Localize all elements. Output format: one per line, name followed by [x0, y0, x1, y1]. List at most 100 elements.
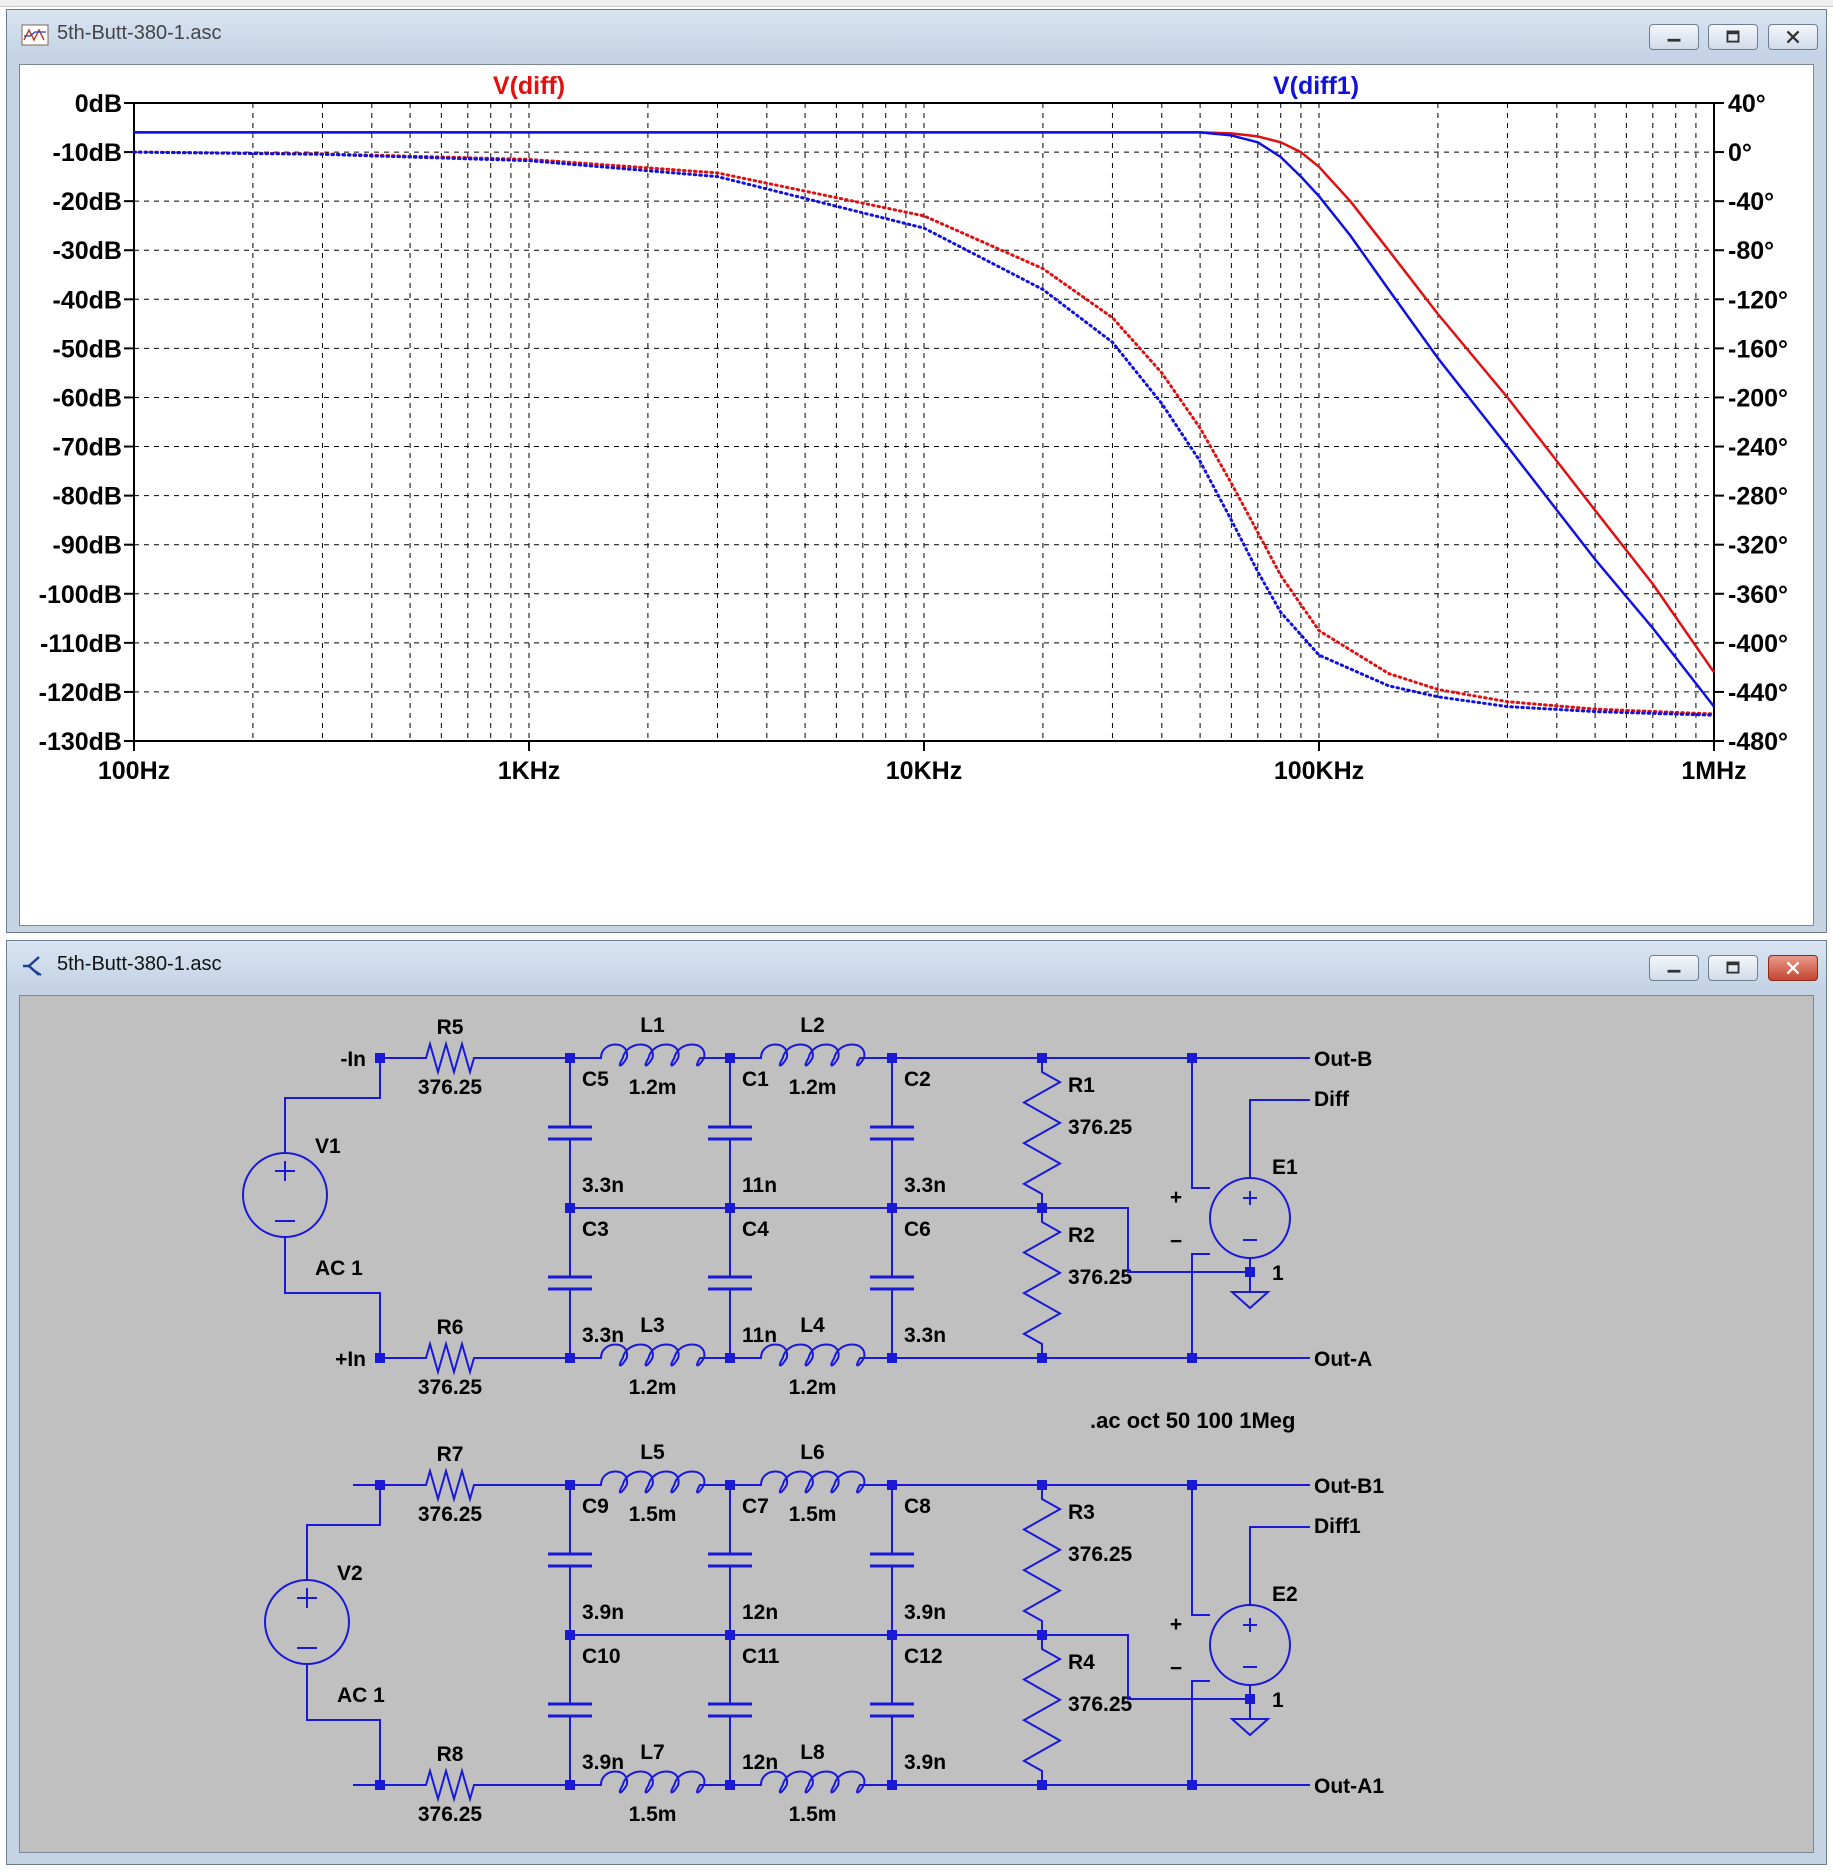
junction-dot[interactable]	[565, 1480, 575, 1490]
junction-dot[interactable]	[1037, 1053, 1047, 1063]
junction-dot[interactable]	[1245, 1694, 1255, 1704]
resistor-r3[interactable]: R3 376.25	[1021, 1485, 1133, 1635]
junction-dot[interactable]	[887, 1630, 897, 1640]
junction-dot[interactable]	[565, 1203, 575, 1213]
schematic-pane[interactable]: V1 AC 1 R5 376.25 R6 376.25 L1 1.2m L2 1.2m L3 1.2m…	[19, 995, 1814, 1853]
junction-dot[interactable]	[887, 1203, 897, 1213]
plot-pane[interactable]: 0dB -10dB -20dB -30dB -40dB -50dB -60dB -70dB -8…	[19, 64, 1814, 926]
minimize-button[interactable]	[1649, 955, 1699, 981]
resistor-r8[interactable]: R8 376.25	[410, 1743, 490, 1826]
capacitor-c11[interactable]: C11 12n	[708, 1635, 780, 1785]
capacitor-c12[interactable]: C12 3.9n	[870, 1635, 946, 1785]
filter-circuit-lower[interactable]: V2 AC 1 R7 376.25 R8 376.25 L5 1.5m L6 1.5m L7 1.5m…	[264, 1441, 1384, 1826]
capacitor-c5[interactable]: C5 3.3n	[548, 1058, 624, 1208]
inductor-coil	[755, 1470, 870, 1494]
net-label-out-b: Out-B	[1314, 1048, 1372, 1071]
schematic-canvas[interactable]: V1 AC 1 R5 376.25 R6 376.25 L1 1.2m L2 1.2m L3 1.2m…	[20, 996, 1813, 1852]
trace-label-vdiff[interactable]: V(diff)	[493, 72, 565, 100]
capacitor-c4[interactable]: C4 11n	[708, 1208, 777, 1358]
capacitor-c10[interactable]: C10 3.9n	[548, 1635, 624, 1785]
inductor-l6[interactable]: L6 1.5m	[755, 1441, 870, 1526]
component-value: 1.2m	[789, 1076, 837, 1099]
junction-dot[interactable]	[375, 1053, 385, 1063]
inductor-coil	[595, 1470, 710, 1494]
minus-terminal-label: −	[1170, 1230, 1182, 1253]
junction-dot[interactable]	[1187, 1053, 1197, 1063]
inductor-l7[interactable]: L7 1.5m	[595, 1741, 710, 1826]
plot-ticks: 0dB -10dB -20dB -30dB -40dB -50dB -60dB -70dB -8…	[39, 90, 1788, 785]
junction-dot[interactable]	[887, 1353, 897, 1363]
capacitor-c3[interactable]: C3 3.3n	[548, 1208, 624, 1358]
schematic-editor-window[interactable]: 5th-Butt-380-1.asc V1 AC 1 R5 376.25 R6 376.2…	[6, 940, 1827, 1865]
junction-dot[interactable]	[725, 1780, 735, 1790]
capacitor-c9[interactable]: C9 3.9n	[548, 1485, 624, 1635]
filter-circuit-upper[interactable]: V1 AC 1 R5 376.25 R6 376.25 L1 1.2m L2 1.2m L3 1.2m…	[242, 1014, 1372, 1399]
junction-dot[interactable]	[375, 1353, 385, 1363]
junction-dot[interactable]	[725, 1203, 735, 1213]
spice-directive[interactable]: .ac oct 50 100 1Meg	[1090, 1408, 1295, 1433]
inductor-l3[interactable]: L3 1.2m	[595, 1314, 710, 1399]
right-axis-tick-label: -400°	[1728, 630, 1788, 658]
junction-dot[interactable]	[887, 1780, 897, 1790]
junction-dot[interactable]	[1245, 1267, 1255, 1277]
junction-dot[interactable]	[725, 1630, 735, 1640]
junction-dot[interactable]	[725, 1480, 735, 1490]
component-value: 11n	[742, 1174, 777, 1197]
maximize-button[interactable]	[1708, 24, 1758, 50]
junction-dot[interactable]	[375, 1480, 385, 1490]
voltage-source-v1[interactable]: V1 AC 1	[242, 1135, 363, 1280]
left-axis-tick-label: -110dB	[40, 630, 122, 658]
inductor-l2[interactable]: L2 1.2m	[755, 1014, 870, 1099]
resistor-zigzag	[410, 1040, 490, 1076]
junction-dot[interactable]	[1037, 1353, 1047, 1363]
close-button[interactable]	[1768, 955, 1818, 981]
wire	[1249, 1526, 1310, 1605]
junction-dot[interactable]	[725, 1053, 735, 1063]
junction-dot[interactable]	[725, 1353, 735, 1363]
plus-icon	[1243, 1618, 1257, 1632]
resistor-r2[interactable]: R2 376.25	[1021, 1208, 1133, 1358]
junction-dot[interactable]	[565, 1630, 575, 1640]
junction-dot[interactable]	[1037, 1203, 1047, 1213]
capacitor-c1[interactable]: C1 11n	[708, 1058, 777, 1208]
inductor-l5[interactable]: L5 1.5m	[595, 1441, 710, 1526]
resistor-r7[interactable]: R7 376.25	[410, 1443, 490, 1526]
capacitor-c6[interactable]: C6 3.3n	[870, 1208, 946, 1358]
voltage-source-v2[interactable]: V2 AC 1	[264, 1562, 385, 1707]
junction-dot[interactable]	[1037, 1780, 1047, 1790]
inductor-l8[interactable]: L8 1.5m	[755, 1741, 870, 1826]
plot-title-bar[interactable]: 5th-Butt-380-1.asc	[7, 10, 1826, 60]
junction-dot[interactable]	[1187, 1353, 1197, 1363]
junction-dot[interactable]	[565, 1053, 575, 1063]
junction-dot[interactable]	[1037, 1480, 1047, 1490]
capacitor-c7[interactable]: C7 12n	[708, 1485, 778, 1635]
resistor-r6[interactable]: R6 376.25	[410, 1316, 490, 1399]
trace-label-vdiff1[interactable]: V(diff1)	[1273, 72, 1359, 100]
capacitor-c2[interactable]: C2 3.3n	[870, 1058, 946, 1208]
schematic-title-bar[interactable]: 5th-Butt-380-1.asc	[7, 941, 1826, 991]
minimize-button[interactable]	[1649, 24, 1699, 50]
close-button[interactable]	[1768, 24, 1818, 50]
junction-dot[interactable]	[565, 1780, 575, 1790]
dependent-source-e1[interactable]: E1	[1209, 1156, 1298, 1259]
junction-dot[interactable]	[887, 1480, 897, 1490]
junction-dot[interactable]	[887, 1053, 897, 1063]
capacitor-c8[interactable]: C8 3.9n	[870, 1485, 946, 1635]
dependent-source-e2[interactable]: E2	[1209, 1583, 1298, 1686]
junction-dot[interactable]	[1187, 1480, 1197, 1490]
inductor-l1[interactable]: L1 1.2m	[595, 1014, 710, 1099]
component-name: C12	[904, 1645, 943, 1668]
maximize-button[interactable]	[1708, 955, 1758, 981]
resistor-r5[interactable]: R5 376.25	[410, 1016, 490, 1099]
junction-dot[interactable]	[565, 1353, 575, 1363]
junction-dot[interactable]	[1037, 1630, 1047, 1640]
junction-dot[interactable]	[375, 1780, 385, 1790]
maximize-icon	[1726, 30, 1740, 43]
inductor-coil	[595, 1770, 710, 1794]
bode-plot[interactable]: 0dB -10dB -20dB -30dB -40dB -50dB -60dB -70dB -8…	[20, 65, 1813, 925]
resistor-r1[interactable]: R1 376.25	[1021, 1058, 1133, 1208]
junction-dot[interactable]	[1187, 1780, 1197, 1790]
waveform-viewer-window[interactable]: 5th-Butt-380-1.asc 0dB -10dB -20dB -30dB -40…	[6, 9, 1827, 933]
inductor-l4[interactable]: L4 1.2m	[755, 1314, 870, 1399]
resistor-r4[interactable]: R4 376.25	[1021, 1635, 1133, 1785]
